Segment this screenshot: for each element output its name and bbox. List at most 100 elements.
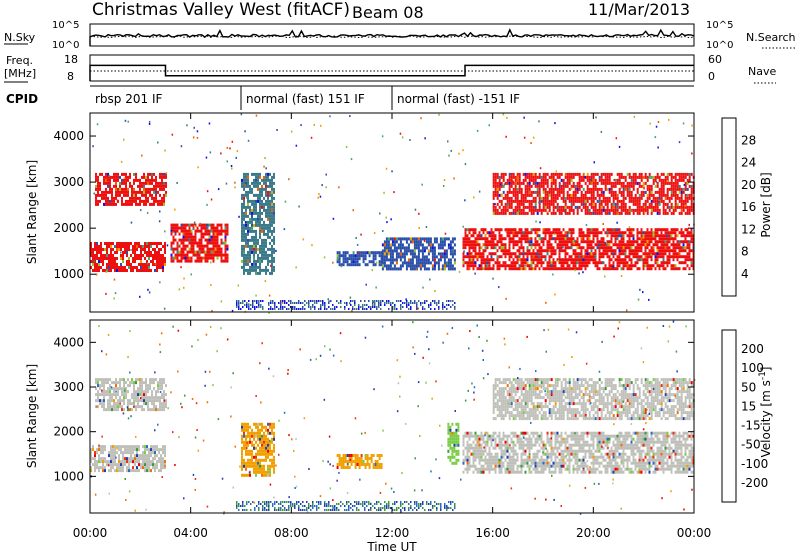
data-cell	[255, 241, 257, 245]
data-cell	[144, 463, 146, 467]
data-cell	[462, 252, 465, 256]
data-cell	[564, 181, 567, 185]
data-cell	[161, 199, 163, 203]
data-cell	[558, 172, 561, 176]
data-cell	[514, 199, 517, 203]
scatter-echo	[210, 261, 212, 264]
data-cell	[612, 234, 615, 238]
scatter-echo	[349, 296, 352, 299]
data-cell	[245, 238, 247, 242]
data-cell	[271, 229, 273, 233]
data-cell	[98, 454, 100, 458]
data-cell	[616, 211, 619, 215]
data-cell	[154, 454, 156, 458]
data-cell	[532, 208, 535, 212]
data-cell	[518, 184, 521, 188]
data-cell	[534, 202, 537, 206]
data-cell	[271, 217, 273, 221]
data-cell	[121, 408, 123, 412]
data-cell	[538, 187, 541, 191]
data-cell	[514, 184, 517, 188]
data-cell	[490, 255, 493, 259]
data-cell	[468, 228, 471, 232]
data-cell	[566, 264, 569, 268]
data-cell	[652, 196, 655, 200]
data-cell	[210, 235, 213, 239]
data-cell	[194, 250, 197, 254]
data-cell	[427, 249, 430, 253]
data-cell	[618, 228, 621, 232]
data-cell	[494, 193, 497, 197]
data-cell	[500, 172, 503, 176]
near-range-echo	[284, 300, 286, 302]
data-cell	[680, 205, 683, 209]
data-cell	[226, 259, 229, 263]
data-cell	[614, 211, 617, 215]
data-cell	[154, 251, 156, 254]
data-cell	[198, 250, 201, 254]
data-cell	[548, 237, 551, 241]
scatter-echo	[252, 225, 255, 228]
data-cell	[640, 240, 643, 244]
data-cell	[668, 237, 671, 241]
data-cell	[480, 267, 483, 271]
data-cell	[688, 211, 691, 215]
data-cell	[636, 205, 639, 209]
data-cell	[152, 445, 154, 449]
colorbar-tick-label: 8	[741, 245, 749, 259]
data-cell	[528, 240, 531, 244]
data-cell	[550, 172, 553, 176]
data-cell	[133, 172, 135, 176]
data-cell	[606, 228, 609, 232]
scatter-echo	[358, 252, 361, 255]
data-cell	[96, 245, 98, 248]
data-cell	[156, 254, 158, 257]
data-cell	[620, 261, 623, 265]
data-cell	[137, 190, 139, 194]
data-cell	[433, 261, 436, 265]
scatter-echo	[545, 301, 547, 304]
data-cell	[214, 241, 217, 245]
data-cell	[362, 254, 365, 258]
data-cell	[259, 250, 261, 254]
data-cell	[253, 211, 255, 215]
data-cell	[664, 240, 667, 244]
data-cell	[156, 269, 158, 272]
data-cell	[632, 243, 635, 247]
data-cell	[548, 208, 551, 212]
data-cell	[142, 266, 144, 269]
data-cell	[92, 254, 94, 257]
data-cell	[263, 187, 265, 191]
near-range-echo	[322, 302, 324, 304]
data-cell	[634, 175, 637, 179]
data-cell	[624, 243, 627, 247]
data-cell	[610, 208, 613, 212]
data-cell	[672, 211, 675, 215]
scatter-echo	[564, 210, 566, 213]
data-cell	[542, 243, 545, 247]
data-cell	[682, 208, 685, 212]
data-cell	[496, 208, 499, 212]
data-cell	[478, 231, 481, 235]
data-cell	[145, 190, 147, 194]
data-cell	[161, 172, 163, 176]
data-cell	[528, 202, 531, 206]
data-cell	[112, 257, 114, 260]
data-cell	[664, 202, 667, 206]
data-cell	[257, 178, 259, 182]
data-cell	[453, 258, 456, 262]
data-cell	[516, 205, 519, 209]
data-cell	[560, 240, 563, 244]
data-cell	[590, 205, 593, 209]
data-cell	[360, 254, 363, 258]
data-cell	[554, 178, 557, 182]
data-cell	[518, 231, 521, 235]
data-cell	[490, 240, 493, 244]
data-cell	[518, 249, 521, 253]
data-cell	[143, 193, 145, 197]
data-cell	[620, 199, 623, 203]
data-cell	[100, 451, 102, 455]
data-cell	[554, 181, 557, 185]
data-cell	[590, 252, 593, 256]
data-cell	[548, 240, 551, 244]
